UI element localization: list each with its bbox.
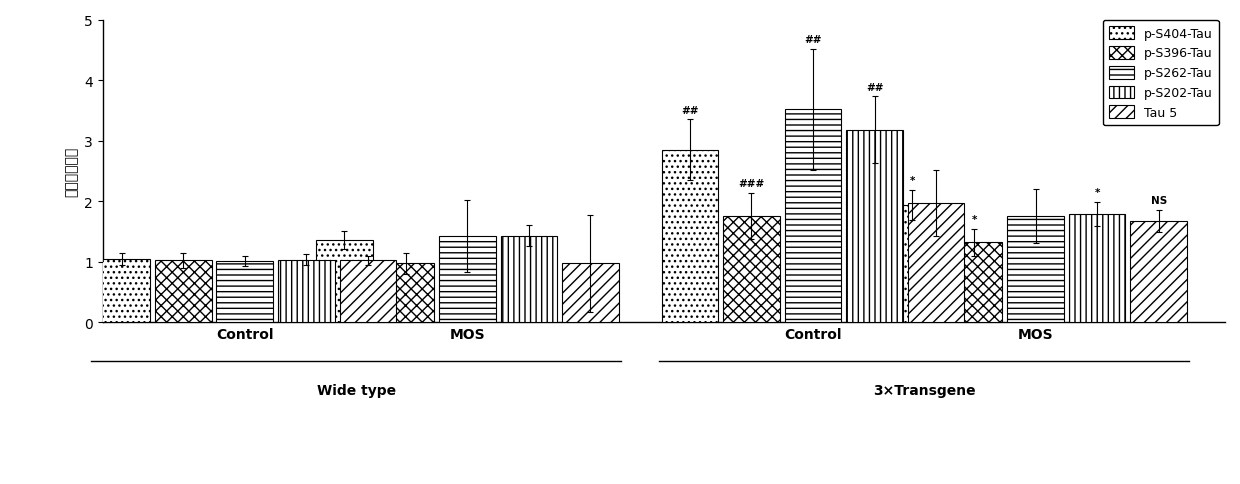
Bar [377,264,434,322]
Text: ##: ## [805,35,822,45]
Text: *: * [1095,188,1100,198]
Bar [946,242,1002,322]
Bar [846,130,903,322]
Bar [723,217,780,322]
Text: ##: ## [866,82,883,92]
Bar [501,236,557,322]
Y-axis label: 标准表达水平: 标准表达水平 [64,146,78,197]
Legend: p-S404-Tau, p-S396-Tau, p-S262-Tau, p-S202-Tau, Tau 5: p-S404-Tau, p-S396-Tau, p-S262-Tau, p-S2… [1102,21,1219,126]
Text: ##: ## [681,106,698,115]
Text: NS: NS [1151,196,1167,206]
Bar [562,264,619,322]
Text: ###: ### [738,179,765,189]
Bar [1069,215,1126,322]
Bar [908,203,965,322]
Bar [278,260,335,322]
Bar [155,261,212,322]
Text: Wide type: Wide type [316,383,396,397]
Bar [340,261,397,322]
Bar [439,237,496,322]
Bar [316,241,372,322]
Bar [662,151,718,322]
Text: *: * [910,176,915,186]
Bar [93,259,150,322]
Bar [1131,222,1187,322]
Bar [217,261,273,322]
Text: *: * [971,214,977,225]
Bar [785,110,842,322]
Text: 3×Transgene: 3×Transgene [873,383,976,397]
Bar [1007,217,1064,322]
Bar [884,206,941,322]
